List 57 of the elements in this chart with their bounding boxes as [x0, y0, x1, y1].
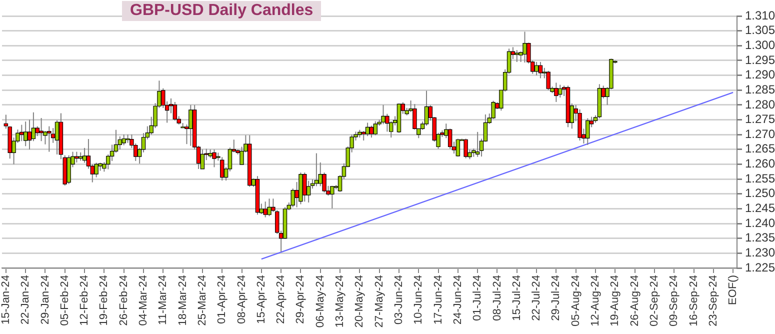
x-tick-label: 11-Mar-24 [157, 275, 170, 325]
x-tick-label: 12-Aug-24 [590, 275, 602, 326]
x-tick-label: 22-Jan-24 [20, 275, 32, 325]
x-tick-label: EOF() [727, 275, 740, 305]
x-tick-label: 26-Aug-24 [628, 275, 641, 326]
x-tick-label: 17-Jun-24 [432, 275, 444, 325]
y-tick-label: 1.245 [745, 201, 775, 216]
x-tick-label: 22-Apr-24 [275, 275, 288, 324]
x-tick-label: 06-May-24 [314, 275, 326, 328]
x-tick-label: 24-Jun-24 [452, 275, 464, 325]
x-tick-label: 10-Jun-24 [412, 275, 425, 325]
y-tick-label: 1.260 [745, 156, 775, 171]
x-tick-label: 05-Feb-24 [58, 275, 71, 326]
x-tick-label: 20-May-24 [354, 275, 366, 328]
y-tick-label: 1.235 [745, 230, 775, 245]
y-tick-label: 1.275 [745, 112, 775, 126]
x-tick-label: 19-Aug-24 [609, 275, 622, 326]
y-tick-label: 1.240 [745, 216, 775, 230]
x-tick-label: 03-Jun-24 [393, 275, 406, 325]
x-tick-label: 23-Sep-24 [707, 275, 720, 326]
y-tick-label: 1.225 [745, 260, 775, 274]
x-tick-label: 29-Jul-24 [550, 275, 562, 321]
x-tick-label: 02-Sep-24 [648, 275, 660, 326]
chart-title: GBP-USD Daily Candles [122, 1, 322, 21]
x-tick-label: 29-Jan-24 [39, 275, 52, 325]
y-tick-label: 1.255 [745, 171, 775, 186]
x-tick-label: 25-Mar-24 [196, 275, 208, 326]
x-tick-label: 04-Mar-24 [138, 275, 150, 326]
x-tick-label: 09-Sep-24 [668, 275, 680, 326]
y-tick-label: 1.310 [745, 8, 775, 22]
x-tick-label: 19-Feb-24 [98, 275, 110, 326]
x-tick-label: 29-Apr-24 [294, 275, 307, 324]
y-tick-label: 1.295 [745, 52, 775, 67]
x-tick-label: 08-Jul-24 [491, 275, 504, 321]
y-tick-label: 1.285 [745, 82, 775, 96]
y-tick-label: 1.270 [745, 126, 775, 141]
x-tick-label: 08-Apr-24 [236, 275, 248, 324]
y-tick-label: 1.250 [745, 186, 775, 200]
y-tick-label: 1.300 [745, 38, 775, 52]
x-tick-label: 15-Jul-24 [510, 275, 523, 321]
x-tick-label: 15-Jan-24 [0, 275, 12, 325]
x-tick-label: 12-Feb-24 [78, 275, 91, 326]
x-tick-label: 18-Mar-24 [176, 275, 189, 326]
y-tick-label: 1.305 [745, 23, 775, 38]
x-tick-label: 13-May-24 [334, 275, 346, 328]
x-tick-label: 15-Apr-24 [255, 275, 268, 324]
y-tick-label: 1.280 [745, 97, 775, 112]
x-tick-label: 27-May-24 [373, 275, 386, 328]
x-tick-label: 26-Feb-24 [118, 275, 130, 326]
x-tick-label: 22-Jul-24 [530, 275, 543, 321]
x-tick-label: 05-Aug-24 [570, 275, 582, 326]
y-tick-label: 1.290 [745, 68, 775, 82]
y-tick-label: 1.265 [745, 142, 775, 156]
x-tick-label: 01-Jul-24 [472, 275, 484, 321]
x-tick-label: 16-Sep-24 [688, 275, 700, 326]
y-tick-label: 1.230 [745, 245, 775, 260]
x-tick-label: 01-Apr-24 [216, 275, 228, 324]
